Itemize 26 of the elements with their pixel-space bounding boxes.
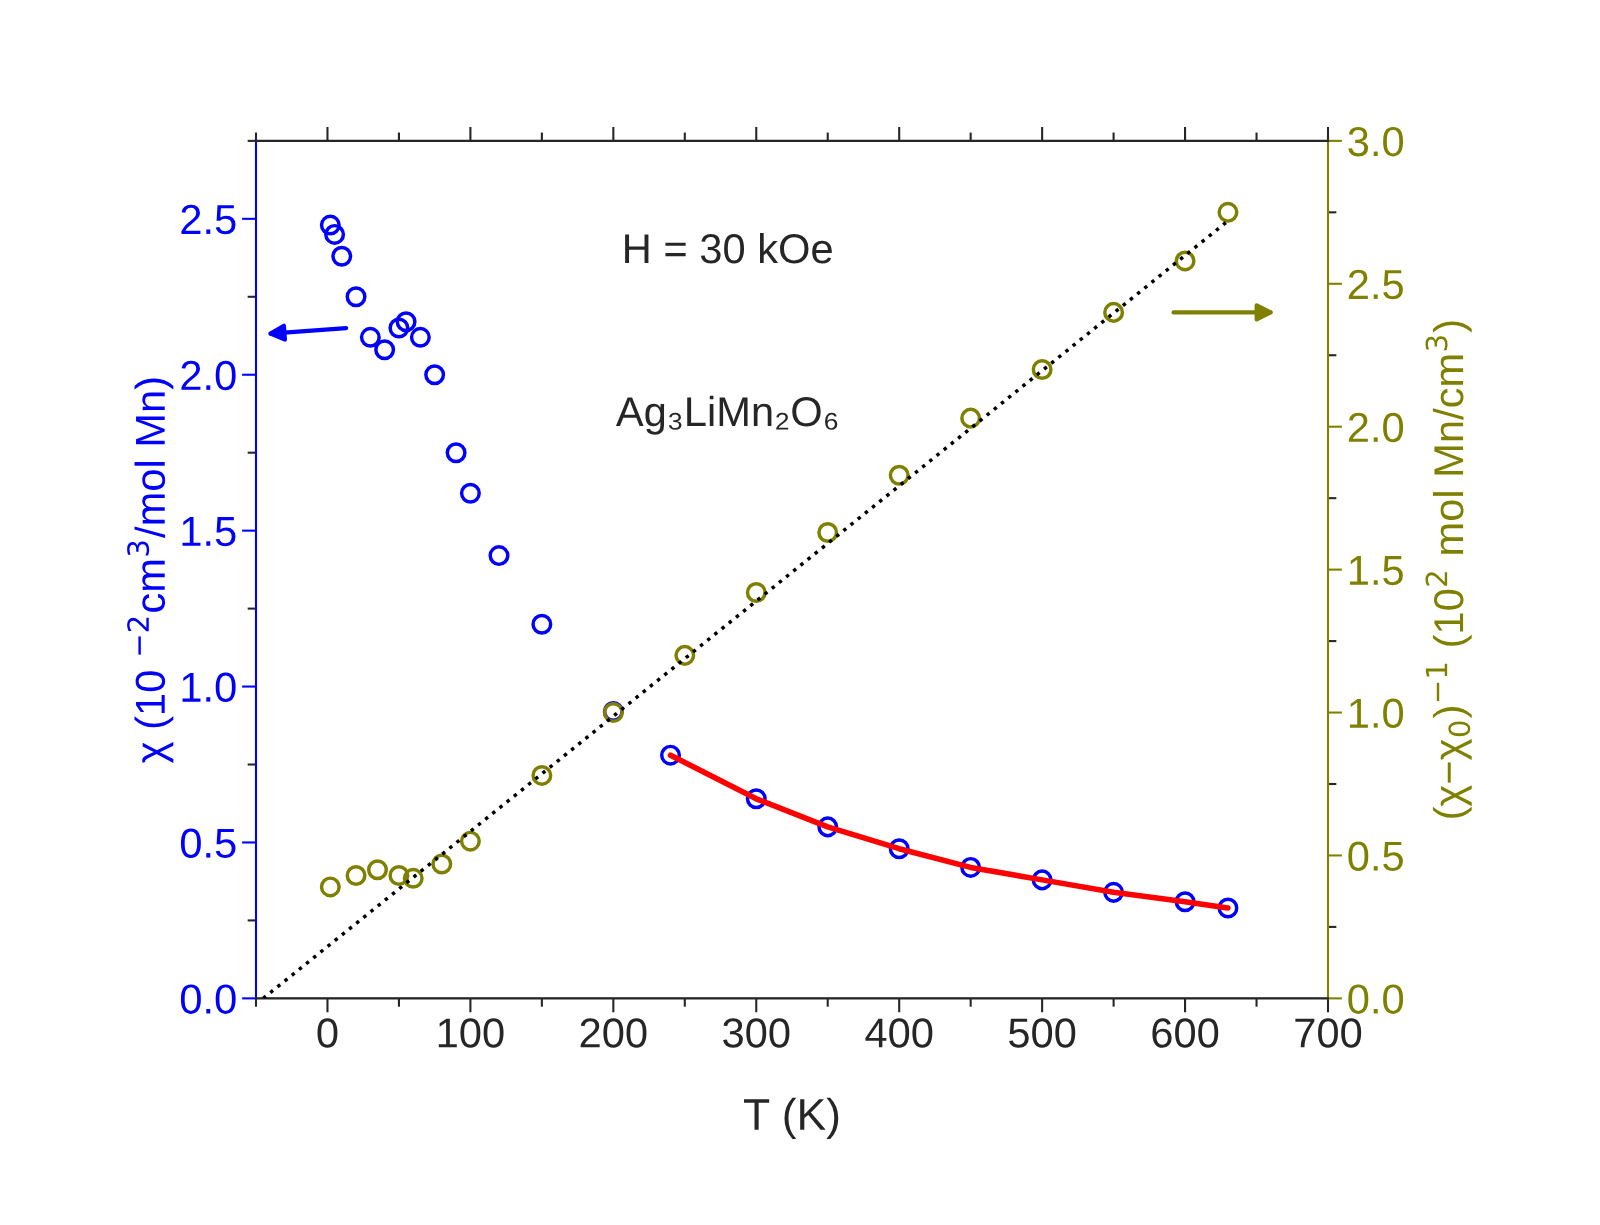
y2-tick-label: 0.0 <box>1348 984 1404 1014</box>
y2-tick-label: 2.5 <box>1348 269 1403 300</box>
x-tick-label: 700 <box>1295 1018 1362 1048</box>
y2-tick-label: 0.5 <box>1348 841 1403 871</box>
y2-tick-label: 3.0 <box>1348 126 1404 157</box>
x-tick-label: 100 <box>438 1018 504 1048</box>
y-tick-label: 0.0 <box>180 984 236 1014</box>
y2-tick-label: 2.0 <box>1348 412 1404 443</box>
x-axis-title: T (K) <box>744 1097 839 1140</box>
y-tick-label: 1.0 <box>182 672 236 703</box>
x-tick-label: 600 <box>1152 1018 1219 1048</box>
y-tick-label: 0.5 <box>180 828 236 858</box>
y-tick-label: 2.5 <box>181 204 236 235</box>
x-tick-label: 400 <box>865 1018 933 1048</box>
text: (χ−χ$_{0}$)$^{−1}$ (10$^{2}$ mol Mn/cm$^{3}$) <box>1425 321 1472 818</box>
x-tick-label: 0 <box>317 1018 338 1048</box>
y-tick-label: 2.0 <box>181 360 236 391</box>
x-tick-label: 200 <box>580 1018 647 1048</box>
x-tick-label: 300 <box>723 1018 790 1048</box>
y-tick-label: 1.5 <box>182 517 236 547</box>
annotation: Ag₃LiMn₂O₆ <box>615 395 838 435</box>
y2-tick-label: 1.5 <box>1349 556 1403 586</box>
y-axis-title: χ (10 $^{−2}$cm$^{3}$/mol Mn) <box>127 378 174 763</box>
y2-tick-label: 1.0 <box>1349 698 1404 729</box>
annotation: H = 30 kOe <box>625 232 832 264</box>
x-tick-label: 500 <box>1009 1018 1076 1048</box>
